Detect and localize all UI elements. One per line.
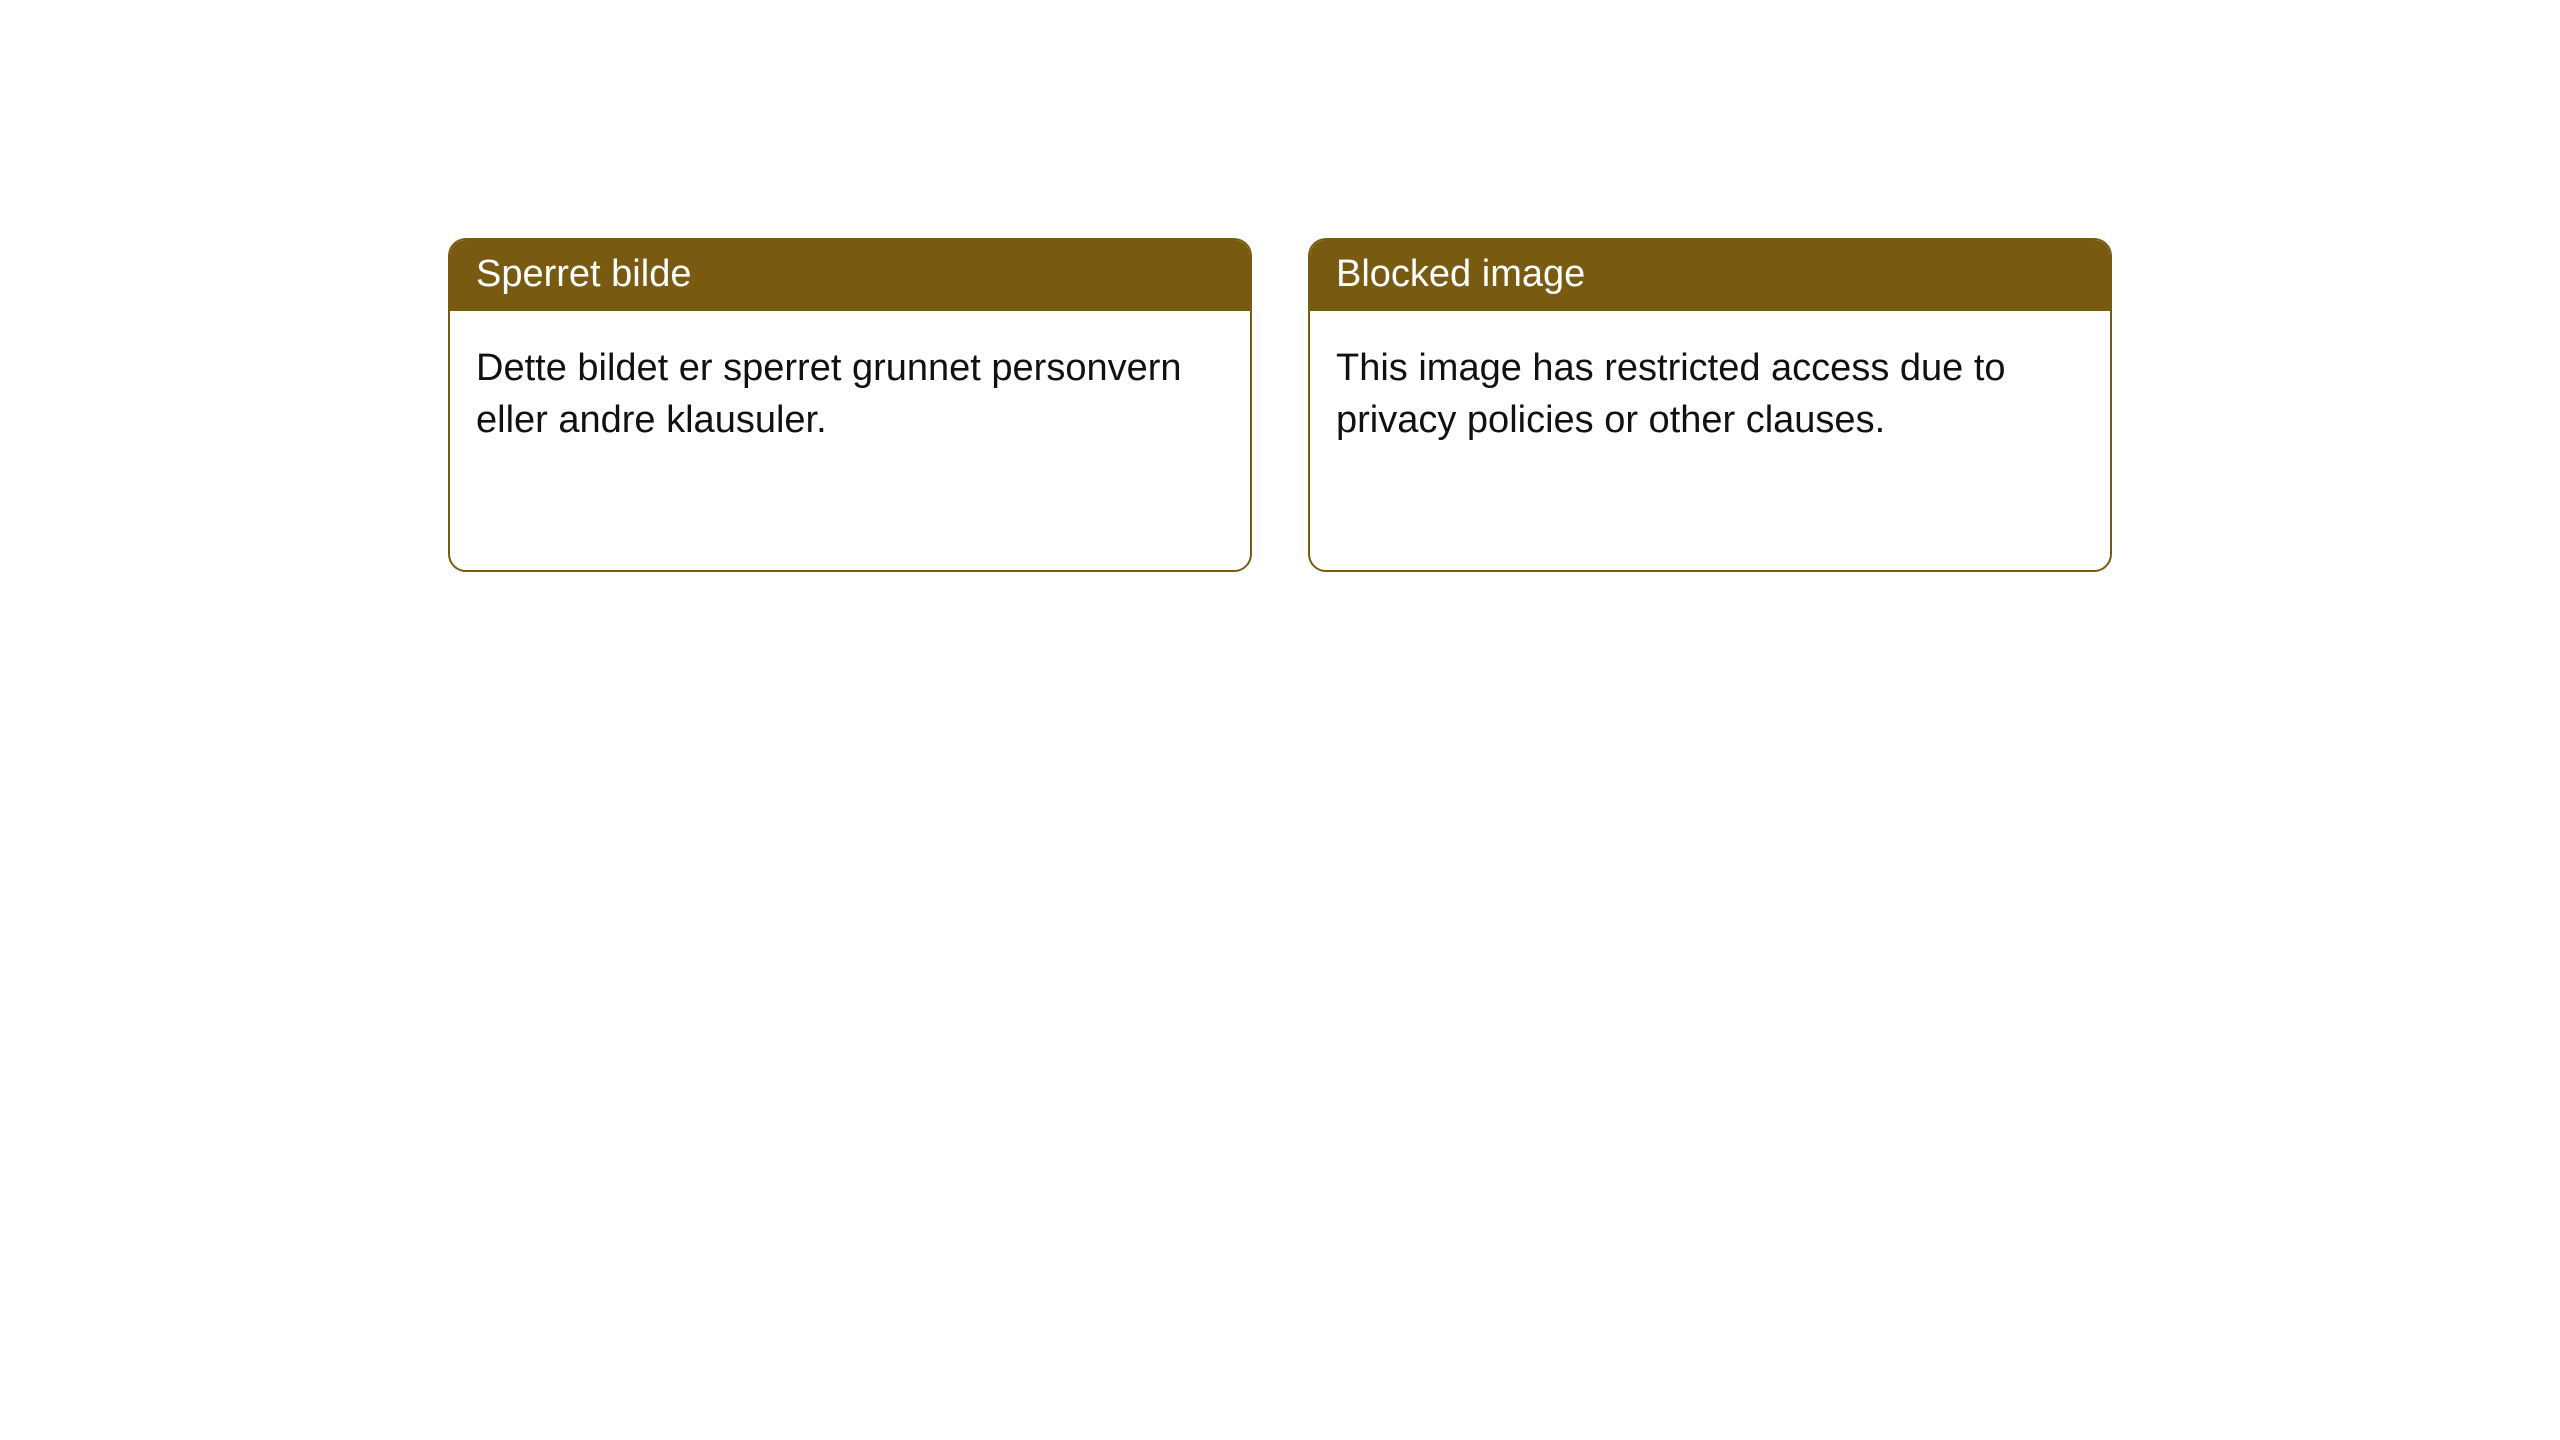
- notice-cards-row: Sperret bilde Dette bildet er sperret gr…: [448, 238, 2560, 572]
- notice-card-title: Blocked image: [1310, 240, 2110, 311]
- notice-card-title: Sperret bilde: [450, 240, 1250, 311]
- notice-card-body: Dette bildet er sperret grunnet personve…: [450, 311, 1250, 478]
- notice-card-body: This image has restricted access due to …: [1310, 311, 2110, 478]
- notice-card-no: Sperret bilde Dette bildet er sperret gr…: [448, 238, 1252, 572]
- notice-card-en: Blocked image This image has restricted …: [1308, 238, 2112, 572]
